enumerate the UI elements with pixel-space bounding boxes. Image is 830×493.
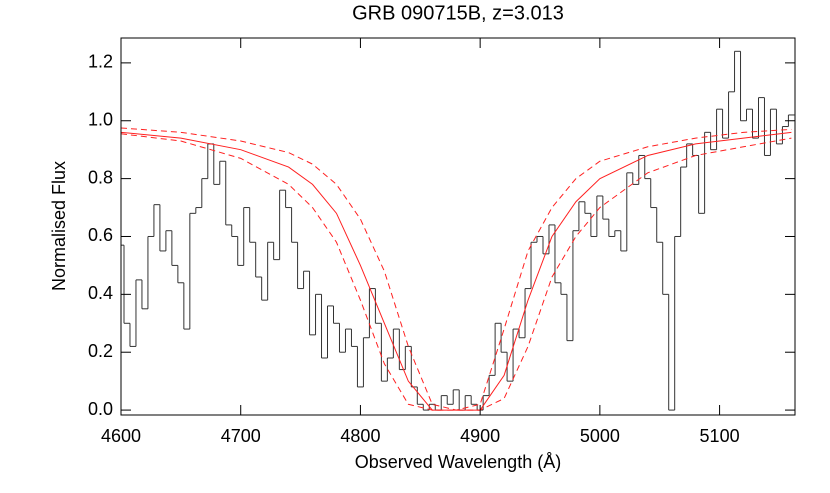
y-axis-label: Normalised Flux (49, 161, 69, 291)
y-tick-label: 0.8 (88, 167, 113, 187)
y-tick-label: 1.0 (88, 109, 113, 129)
model-curve-dashed (121, 133, 792, 411)
x-tick-label: 4800 (340, 426, 380, 446)
y-tick-label: 0.4 (88, 283, 113, 303)
y-tick-label: 0.0 (88, 399, 113, 419)
plot-frame (120, 37, 796, 416)
x-tick-label: 5100 (700, 426, 740, 446)
chart-title: GRB 090715B, z=3.013 (352, 2, 564, 24)
y-tick-label: 0.6 (88, 225, 113, 245)
x-tick-label: 4700 (221, 426, 261, 446)
x-tick-label: 4600 (101, 426, 141, 446)
x-axis-label: Observed Wavelength (Å) (355, 452, 561, 472)
x-tick-label: 4900 (460, 426, 500, 446)
model-curve (121, 131, 792, 411)
y-tick-label: 0.2 (88, 341, 113, 361)
y-tick-label: 1.2 (88, 52, 113, 72)
plot-area (121, 50, 795, 411)
x-tick-label: 5000 (580, 426, 620, 446)
model-curve-dashed (121, 127, 792, 411)
